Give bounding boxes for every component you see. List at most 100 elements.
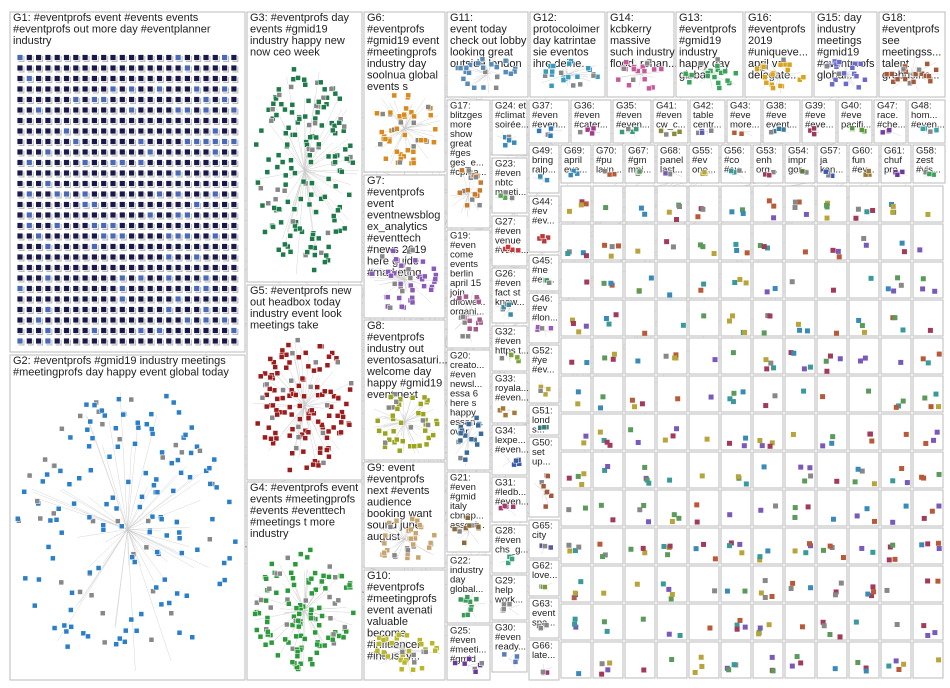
node (174, 75, 182, 82)
node (763, 357, 769, 363)
node (202, 243, 210, 250)
group-label-line: https t... (495, 345, 529, 356)
node (137, 232, 145, 240)
node (295, 434, 302, 440)
node (384, 294, 391, 300)
node (44, 138, 52, 145)
node (63, 327, 70, 334)
node (149, 430, 156, 437)
group-label-line: here guide (367, 256, 419, 268)
group-label-line: fact st (495, 287, 521, 298)
node (183, 117, 191, 124)
node (421, 283, 427, 289)
node (53, 243, 61, 250)
node (599, 661, 605, 667)
node (701, 313, 707, 319)
node-cluster (536, 233, 551, 244)
node (137, 96, 145, 103)
node (801, 366, 807, 372)
node (267, 604, 274, 611)
node (91, 180, 98, 187)
node (109, 295, 117, 303)
node-cluster (628, 427, 641, 445)
group-label-line: bring (532, 155, 553, 166)
node (605, 464, 611, 470)
node (183, 169, 191, 177)
group-label-line: protocoloimer (533, 24, 600, 36)
node (221, 253, 229, 261)
node (304, 554, 311, 561)
node-cluster (603, 205, 609, 211)
group-label-line: meetings take (250, 320, 318, 332)
node (342, 624, 348, 630)
group-label-line: G61: (884, 145, 905, 156)
node-cluster (669, 512, 682, 525)
node-cluster (917, 247, 923, 253)
node (477, 187, 483, 194)
node (270, 402, 276, 409)
node-cluster (893, 398, 906, 410)
node (292, 170, 298, 176)
group-label-line: G12: (533, 12, 557, 24)
group-label-line: #uniqueve... (748, 47, 808, 59)
edge (121, 516, 128, 530)
node (174, 306, 182, 313)
node (409, 299, 416, 306)
group-label-line: #gmid19 (817, 47, 859, 59)
group-label-line: ready... (495, 641, 526, 652)
edge (845, 73, 855, 85)
group-label-line: ges_e... (450, 157, 484, 168)
node (641, 76, 648, 82)
node (35, 327, 42, 334)
edge (404, 128, 433, 132)
node (457, 455, 464, 461)
node (754, 66, 760, 72)
node (625, 126, 632, 132)
node (100, 117, 108, 124)
node (318, 250, 325, 256)
node (16, 327, 24, 334)
node (601, 619, 607, 625)
node (350, 159, 356, 166)
group-label-line: booking want (367, 508, 432, 520)
node (146, 75, 154, 82)
node-cluster (450, 166, 484, 217)
node (410, 143, 417, 150)
node (21, 489, 27, 495)
node (72, 232, 80, 240)
node-cluster (602, 351, 617, 362)
node (91, 148, 98, 156)
node-cluster (575, 389, 581, 407)
node (72, 54, 80, 61)
node-cluster (866, 388, 872, 394)
group-label-line: global... (450, 584, 483, 595)
node (145, 518, 151, 524)
group-label: G18:#eventprofsseemeetingss...talentgreb… (882, 12, 941, 82)
node (459, 333, 466, 340)
edge (454, 193, 469, 198)
group-label-line: G3: #eventprofs day (250, 12, 350, 24)
node (890, 209, 896, 215)
node (902, 76, 909, 82)
edge (639, 74, 641, 86)
node (146, 243, 154, 250)
node (221, 169, 229, 177)
node-cluster (602, 242, 621, 259)
node (16, 148, 24, 156)
node (302, 82, 309, 88)
node (221, 337, 229, 345)
node (53, 201, 61, 208)
node (281, 409, 288, 416)
node (118, 54, 126, 61)
group-label-line: industry event look (250, 308, 342, 320)
node (604, 439, 610, 445)
group-label-line: nbtc (495, 177, 513, 188)
node (230, 169, 238, 177)
node (174, 253, 182, 261)
node (211, 456, 218, 463)
node (575, 389, 581, 395)
node (920, 356, 926, 362)
node (100, 285, 108, 292)
node (174, 201, 182, 208)
